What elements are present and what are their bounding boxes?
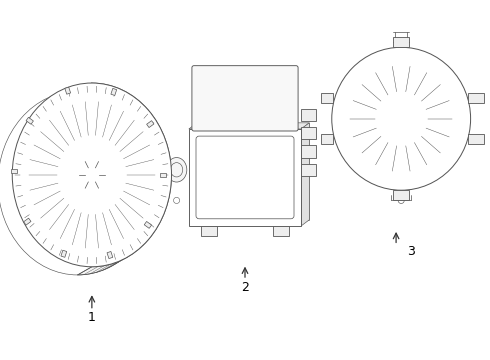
Ellipse shape [332,47,470,190]
Bar [11,169,17,173]
Ellipse shape [239,77,251,89]
FancyBboxPatch shape [189,129,301,226]
Bar [393,37,409,47]
Bar [272,226,289,236]
FancyBboxPatch shape [197,123,309,220]
Bar [320,134,333,144]
Text: 1: 1 [88,311,96,324]
Ellipse shape [220,190,230,201]
Bar [24,218,31,225]
Ellipse shape [209,85,225,102]
Ellipse shape [12,83,171,267]
Bar [65,87,71,94]
Text: 3: 3 [408,245,416,258]
Ellipse shape [220,165,230,175]
Bar [467,93,484,103]
Bar [301,109,317,121]
Polygon shape [189,123,309,129]
Ellipse shape [388,111,404,127]
Bar [111,89,117,95]
Bar [393,190,409,201]
FancyBboxPatch shape [192,66,298,131]
Bar [160,173,167,177]
Bar [301,145,317,158]
Bar [107,252,113,258]
Bar [61,250,67,257]
Bar [147,121,154,127]
Polygon shape [301,123,309,226]
Text: 2: 2 [241,281,249,294]
Bar [467,134,484,144]
Polygon shape [77,83,172,275]
Bar [144,221,151,228]
Bar [26,117,33,124]
Bar [320,93,333,103]
Bar [301,164,317,176]
Ellipse shape [266,93,275,103]
Bar [301,127,317,139]
Ellipse shape [167,158,187,182]
Bar [201,226,218,236]
